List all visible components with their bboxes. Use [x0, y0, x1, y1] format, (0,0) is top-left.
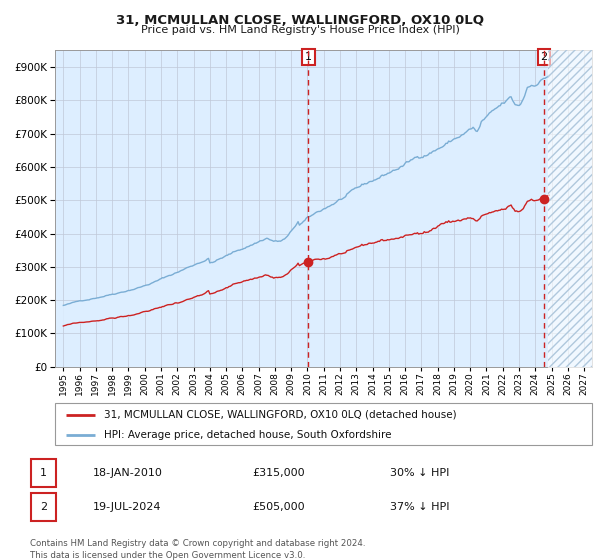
Text: 18-JAN-2010: 18-JAN-2010: [93, 468, 163, 478]
Text: 2: 2: [541, 52, 548, 62]
Text: 1: 1: [40, 468, 47, 478]
Text: Contains HM Land Registry data © Crown copyright and database right 2024.
This d: Contains HM Land Registry data © Crown c…: [30, 539, 365, 560]
Text: 19-JUL-2024: 19-JUL-2024: [93, 502, 161, 512]
Text: Price paid vs. HM Land Registry's House Price Index (HPI): Price paid vs. HM Land Registry's House …: [140, 25, 460, 35]
Text: 37% ↓ HPI: 37% ↓ HPI: [390, 502, 449, 512]
Text: 31, MCMULLAN CLOSE, WALLINGFORD, OX10 0LQ (detached house): 31, MCMULLAN CLOSE, WALLINGFORD, OX10 0L…: [104, 410, 456, 420]
Text: 2: 2: [40, 502, 47, 512]
Text: 31, MCMULLAN CLOSE, WALLINGFORD, OX10 0LQ: 31, MCMULLAN CLOSE, WALLINGFORD, OX10 0L…: [116, 14, 484, 27]
Text: £315,000: £315,000: [252, 468, 305, 478]
Text: 1: 1: [305, 52, 312, 62]
Text: HPI: Average price, detached house, South Oxfordshire: HPI: Average price, detached house, Sout…: [104, 430, 391, 440]
Text: 30% ↓ HPI: 30% ↓ HPI: [390, 468, 449, 478]
Text: £505,000: £505,000: [252, 502, 305, 512]
